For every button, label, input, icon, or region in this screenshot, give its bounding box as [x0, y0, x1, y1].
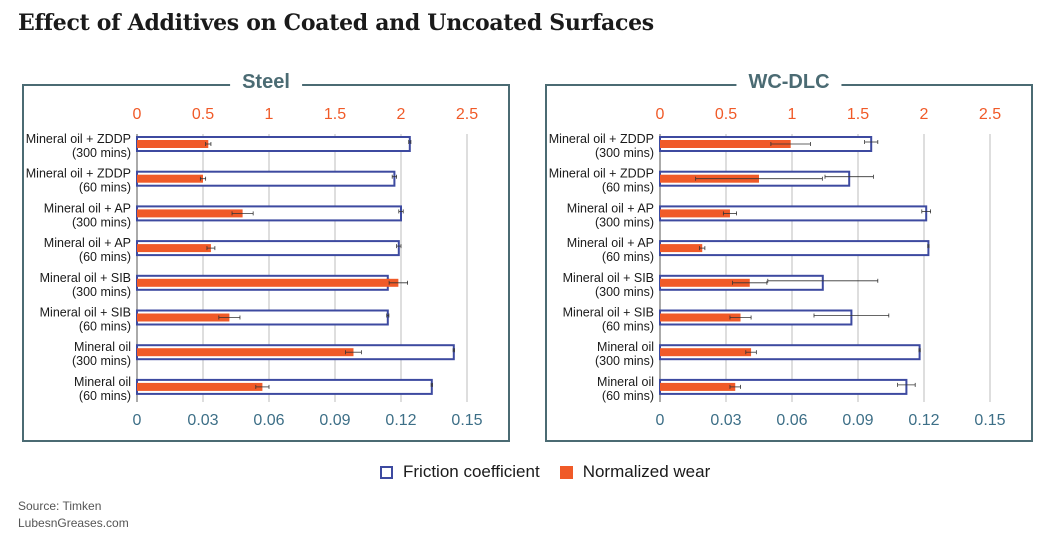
source-note: Source: Timken [18, 499, 102, 513]
top-axis-tick-label: 2 [920, 106, 929, 123]
top-axis-tick-label: 0 [656, 106, 665, 123]
bottom-axis-tick-label: 0.03 [187, 412, 218, 429]
category-label: Mineral oil + ZDDP [26, 132, 131, 146]
category-label: Mineral oil + ZDDP [549, 132, 654, 146]
top-axis-tick-label: 2.5 [456, 106, 478, 123]
category-label: (60 mins) [602, 250, 654, 264]
wear-bar [137, 244, 211, 253]
wear-bar [137, 313, 230, 322]
wc-dlc-panel-title: WC-DLC [736, 71, 842, 94]
top-axis-tick-label: 2.5 [979, 106, 1001, 123]
top-axis-tick-label: 1 [265, 106, 274, 123]
bottom-axis-tick-label: 0.03 [710, 412, 741, 429]
category-label: (300 mins) [595, 215, 654, 229]
category-label: Mineral oil + SIB [563, 306, 654, 320]
category-label: (300 mins) [72, 215, 131, 229]
category-label: (60 mins) [79, 389, 131, 403]
legend-label-wear: Normalized wear [582, 462, 711, 481]
category-label: Mineral oil [597, 375, 654, 389]
category-label: (60 mins) [79, 181, 131, 195]
top-axis-tick-label: 1.5 [847, 106, 869, 123]
top-axis-tick-label: 2 [397, 106, 406, 123]
category-label: (60 mins) [79, 320, 131, 334]
bottom-axis-tick-label: 0.15 [451, 412, 482, 429]
wear-bar [137, 174, 203, 183]
category-label: (300 mins) [595, 285, 654, 299]
category-label: Mineral oil [74, 340, 131, 354]
bottom-axis-tick-label: 0.06 [253, 412, 284, 429]
wear-bar [137, 278, 399, 287]
wear-bar [660, 348, 752, 357]
site-credit: LubesnGreases.com [18, 516, 129, 530]
category-label: Mineral oil + AP [567, 201, 654, 215]
top-axis-tick-label: 1 [788, 106, 797, 123]
category-label: Mineral oil [74, 375, 131, 389]
wear-bar [660, 382, 736, 391]
category-label: Mineral oil + AP [44, 201, 131, 215]
wear-bar [660, 209, 730, 218]
steel-chart: 0 0.5 1 1.5 2 2.5 0 0.03 0.06 0.09 0.12 0.15 Mineral… [26, 106, 483, 429]
wc-dlc-panel: WC-DLC 0 0.5 1 1.5 2 2.5 0 0.03 0.06 0.09 0.12 0.15… [545, 71, 1033, 442]
wear-bar [660, 313, 741, 322]
legend-swatch-wear [559, 465, 573, 479]
bottom-axis-tick-label: 0.15 [974, 412, 1005, 429]
wc-dlc-chart: 0 0.5 1 1.5 2 2.5 0 0.03 0.06 0.09 0.12 0.15 Mineral… [549, 106, 1006, 429]
main-title: Effect of Additives on Coated and Uncoat… [18, 10, 654, 36]
category-label: (300 mins) [72, 285, 131, 299]
legend-item-friction: Friction coefficient [380, 462, 540, 482]
bottom-axis-tick-label: 0.12 [908, 412, 939, 429]
category-label: Mineral oil + ZDDP [26, 167, 131, 181]
category-label: (300 mins) [595, 146, 654, 160]
category-label: Mineral oil + SIB [40, 306, 131, 320]
bottom-axis-tick-label: 0.12 [385, 412, 416, 429]
category-label: Mineral oil + ZDDP [549, 167, 654, 181]
steel-panel: Steel 0 0.5 1 1.5 2 2.5 0 0.03 0.06 0.09 0.12 0.15 M… [22, 71, 510, 442]
wear-bar [137, 140, 209, 148]
category-label: (60 mins) [602, 389, 654, 403]
top-axis-tick-label: 0.5 [715, 106, 737, 123]
bottom-axis-tick-label: 0.06 [776, 412, 807, 429]
top-axis-tick-label: 0.5 [192, 106, 214, 123]
legend: Friction coefficient Normalized wear [380, 462, 730, 482]
wear-bar [660, 244, 703, 253]
category-label: (60 mins) [602, 181, 654, 195]
category-label: Mineral oil + SIB [40, 271, 131, 285]
legend-swatch-friction [380, 465, 393, 479]
category-label: (300 mins) [595, 354, 654, 368]
category-label: Mineral oil + SIB [563, 271, 654, 285]
steel-panel-title: Steel [230, 71, 302, 94]
category-label: Mineral oil + AP [44, 236, 131, 250]
top-axis-tick-label: 1.5 [324, 106, 346, 123]
bottom-axis-tick-label: 0.09 [319, 412, 350, 429]
wear-bar [137, 209, 243, 218]
bottom-axis-tick-label: 0 [656, 412, 665, 429]
category-label: (300 mins) [72, 146, 131, 160]
category-label: (60 mins) [79, 250, 131, 264]
wear-bar [137, 382, 263, 391]
legend-label-friction: Friction coefficient [403, 462, 540, 481]
legend-item-wear: Normalized wear [559, 462, 711, 482]
top-axis-tick-label: 0 [133, 106, 142, 123]
wear-bar [137, 348, 354, 357]
category-label: (60 mins) [602, 320, 654, 334]
category-label: Mineral oil + AP [567, 236, 654, 250]
category-label: Mineral oil [597, 340, 654, 354]
category-label: (300 mins) [72, 354, 131, 368]
bottom-axis-tick-label: 0.09 [842, 412, 873, 429]
wear-bar [660, 278, 750, 287]
bottom-axis-tick-label: 0 [133, 412, 142, 429]
wear-bar [660, 140, 791, 148]
